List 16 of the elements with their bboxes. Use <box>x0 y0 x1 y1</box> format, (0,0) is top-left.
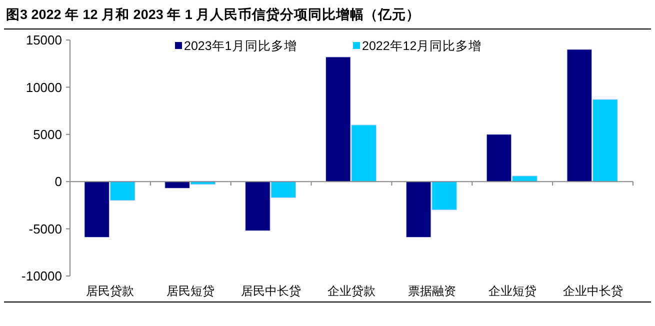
y-tick-label: -5000 <box>28 221 62 236</box>
x-tick-label: 企业中长贷 <box>562 284 623 298</box>
legend-label: 2023年1月同比多增 <box>184 39 297 53</box>
y-tick-label: 5000 <box>33 126 62 142</box>
x-tick-label: 票据融资 <box>408 284 456 298</box>
y-tick-label: 15000 <box>26 32 62 48</box>
chart-title: 图3 2022 年 12 月和 2023 年 1 月人民币信贷分项同比增幅（亿元） <box>6 6 420 22</box>
y-tick-label: 10000 <box>26 80 62 95</box>
x-tick-label: 企业贷款 <box>328 284 376 298</box>
x-tick-label: 居民中长贷 <box>241 284 302 298</box>
y-tick-label: 0 <box>54 174 62 190</box>
legend-label: 2022年12月同比多增 <box>362 39 482 53</box>
y-tick-label: -10000 <box>22 268 62 284</box>
x-tick-label: 企业短贷 <box>488 284 536 298</box>
x-tick-label: 居民贷款 <box>86 284 134 298</box>
x-tick-label: 居民短贷 <box>166 284 215 298</box>
